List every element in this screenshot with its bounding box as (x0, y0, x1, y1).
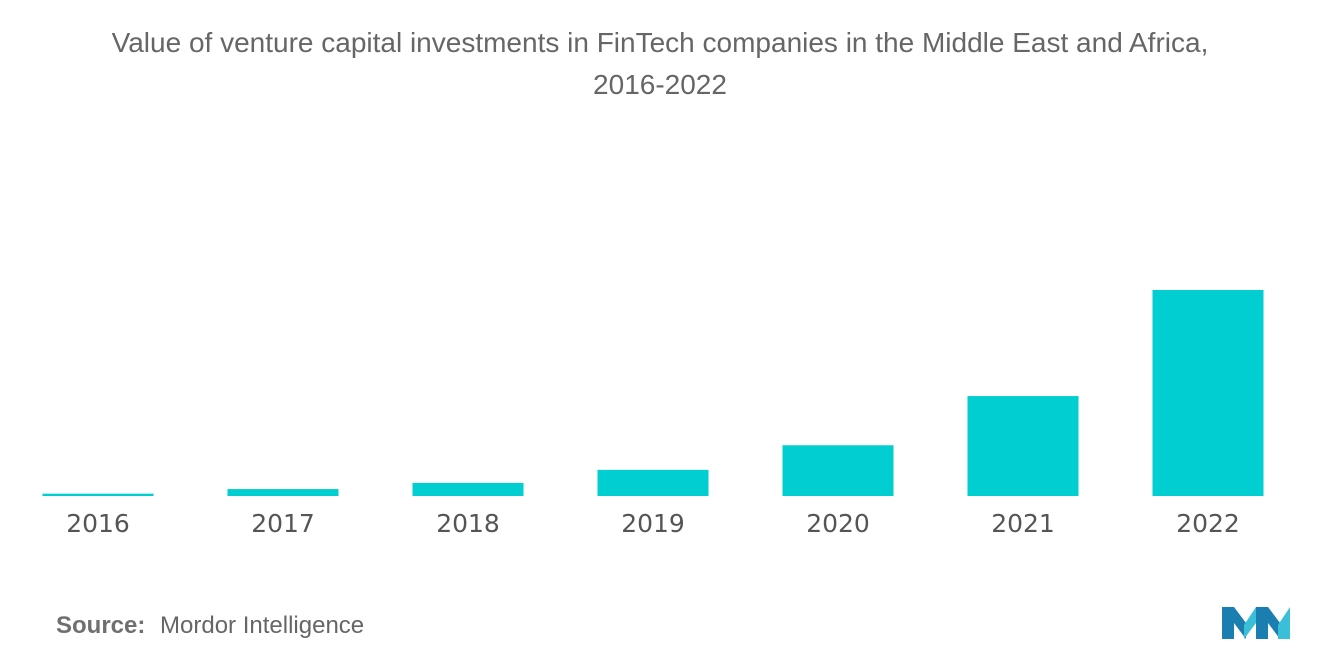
x-tick-label: 2018 (436, 509, 500, 538)
bar-2018 (412, 482, 524, 496)
source-text: Mordor Intelligence (160, 612, 365, 639)
source-label: Source: (56, 612, 146, 639)
x-tick-label: 2021 (991, 509, 1055, 538)
bar-2019 (597, 469, 709, 496)
x-tick-label: 2019 (621, 509, 685, 538)
mordor-intelligence-logo-icon (1222, 607, 1290, 639)
bar-2016 (42, 493, 154, 496)
source-note: Source: Mordor Intelligence (56, 612, 364, 640)
bar-2022 (1152, 289, 1264, 496)
chart-subtitle: 2016-2022 (593, 69, 727, 100)
x-tick-label: 2020 (806, 509, 870, 538)
bar-2017 (227, 489, 339, 496)
chart-title-line: Value of venture capital investments in … (111, 27, 1209, 58)
chart-title: Value of venture capital investments in … (0, 22, 1320, 106)
bar-2020 (782, 445, 894, 496)
x-tick-label: 2017 (251, 509, 315, 538)
bar-2021 (967, 396, 1079, 496)
x-tick-label: 2022 (1176, 509, 1240, 538)
x-tick-label: 2016 (66, 509, 130, 538)
